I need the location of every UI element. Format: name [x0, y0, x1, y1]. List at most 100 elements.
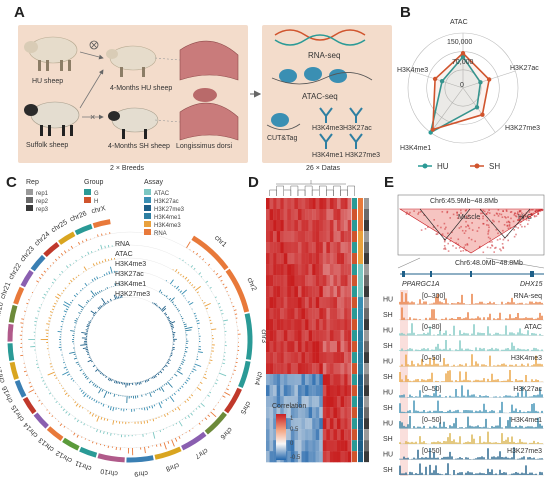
hic-contact	[521, 212, 523, 214]
heatmap-cell	[297, 297, 302, 309]
heatmap-cell	[266, 308, 270, 320]
hic-contact	[541, 209, 544, 211]
heatmap-cell	[280, 275, 284, 287]
heatmap-cell	[347, 308, 352, 320]
chromosome-label: chr10	[100, 467, 118, 477]
hic-contact	[424, 228, 427, 230]
dendrogram-branches	[269, 180, 355, 196]
panel-label-a: A	[14, 4, 25, 21]
heatmap-cell	[294, 440, 299, 452]
hic-contact	[501, 243, 504, 245]
hic-contact	[497, 209, 500, 211]
track-range: [0–50]	[422, 386, 442, 393]
chromosome-label: chr19	[0, 323, 1, 341]
legend-assay-label: H3K4me3	[154, 223, 181, 229]
track-row-label: HU	[383, 297, 393, 304]
heatmap-cell	[312, 374, 316, 386]
track-signal	[399, 354, 543, 367]
heatmap-cell	[322, 396, 327, 408]
heatmap-cell	[347, 429, 352, 441]
heatmap-cell	[326, 396, 331, 408]
track-signal	[399, 370, 543, 382]
hic-contact	[467, 217, 469, 219]
heatmap-cell	[269, 374, 274, 386]
heatmap-cell	[294, 297, 299, 309]
radar-point	[480, 112, 485, 117]
heatmap-cell	[312, 231, 316, 243]
heatmap-cell	[287, 440, 292, 452]
sidebar-cell	[364, 319, 369, 331]
hic-contact	[517, 227, 519, 229]
legend-assay-swatch	[144, 229, 151, 235]
heatmap-cell	[344, 220, 348, 232]
heatmap-cell	[276, 396, 281, 408]
heatmap-cell	[312, 363, 316, 375]
track-signal	[399, 323, 543, 336]
heatmap-cell	[347, 418, 352, 430]
heatmap-cell	[280, 319, 284, 331]
hic-contact	[505, 209, 508, 212]
heatmap-cell	[308, 231, 313, 243]
heatmap-cell	[312, 440, 316, 452]
heatmap-cell	[326, 440, 331, 452]
hic-contact	[482, 209, 484, 212]
heatmap-cell	[319, 396, 323, 408]
chromosome-label: chr2	[245, 277, 257, 292]
heatmap-cell	[297, 418, 302, 430]
hic-contact	[463, 246, 465, 249]
heatmap-cell	[326, 341, 331, 353]
hic-contact	[436, 224, 439, 227]
sidebar-cell	[352, 231, 357, 243]
heatmap-cell	[305, 275, 309, 287]
track-label: H3K4me1	[115, 281, 146, 288]
heatmap-cell	[319, 341, 323, 353]
heatmap-cell	[333, 374, 338, 386]
heatmap-cell	[290, 352, 295, 364]
heatmap-cell	[333, 341, 338, 353]
hic-contact	[506, 225, 509, 227]
heatmap-cell	[322, 242, 327, 254]
sidebar-cell	[364, 198, 369, 210]
chromosome-label: chr16	[1, 385, 15, 404]
heatmap-cell	[319, 231, 323, 243]
heatmap-cell	[337, 407, 341, 419]
h3k4me3-label: H3K4me3	[312, 125, 343, 132]
heatmap-cell	[287, 275, 292, 287]
hic-contact	[493, 220, 495, 223]
heatmap-cell	[347, 407, 352, 419]
hic-contact	[488, 209, 490, 211]
heatmap-cell	[337, 396, 341, 408]
hic-contact	[495, 246, 497, 249]
hic-contact	[470, 238, 473, 241]
sidebar-cell	[364, 264, 369, 276]
chromosome-label: chr7	[193, 446, 208, 459]
heatmap-cell	[347, 242, 352, 254]
breeds-note: 2 × Breeds	[110, 165, 145, 172]
radar-point	[430, 127, 436, 132]
track-row-label: HU	[383, 328, 393, 335]
heatmap-cell	[297, 308, 302, 320]
hic-contact	[479, 245, 481, 248]
hic-contact	[487, 236, 490, 239]
track-signal	[399, 385, 543, 398]
hic-triangle-area	[398, 208, 544, 254]
heatmap-cell	[305, 374, 309, 386]
heatmap-cell	[290, 253, 295, 265]
sidebar-cell	[364, 220, 369, 232]
heatmap-cell	[319, 253, 323, 265]
hic-contact	[507, 216, 509, 218]
heatmap-cell	[312, 275, 316, 287]
track-assay: H3K4me1	[511, 417, 542, 424]
heatmap-cell	[315, 319, 320, 331]
hic-contact	[478, 246, 481, 249]
heatmap-cell	[276, 407, 281, 419]
heatmap-cell	[266, 242, 270, 254]
hic-contact	[491, 245, 494, 247]
hic-contact	[452, 213, 455, 216]
heatmap-cell	[340, 429, 345, 441]
heatmap-cell	[276, 374, 281, 386]
heatmap-cell	[305, 396, 309, 408]
heatmap-cell	[329, 231, 334, 243]
chromosome-label: chr13	[38, 436, 56, 452]
heatmap-cell	[340, 253, 345, 265]
